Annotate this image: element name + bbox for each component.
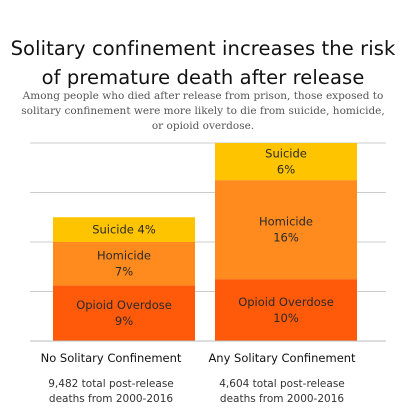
data-label-homicide: 16% <box>273 231 299 245</box>
category-note-line: 4,604 total post-release <box>219 378 345 390</box>
data-label-opioid-overdose: 10% <box>273 311 299 325</box>
bar-segment-homicide <box>215 180 357 280</box>
data-label-opioid-overdose: Opioid Overdose <box>76 298 172 312</box>
category-note-line: 9,482 total post-release <box>48 378 174 390</box>
chart-subtitle: Among people who died after release from… <box>21 90 385 132</box>
data-label-opioid-overdose: Opioid Overdose <box>238 295 334 309</box>
category-label-any-solitary: Any Solitary Confinement <box>208 351 356 365</box>
category-note-any-solitary: 4,604 total post-release deaths from 200… <box>197 377 367 407</box>
data-label-suicide: Suicide 4% <box>92 223 156 237</box>
category-label-no-solitary: No Solitary Confinement <box>40 351 182 365</box>
bar-segment-suicide <box>215 143 357 181</box>
chart-title: Solitary confinement increases the risk … <box>0 34 406 92</box>
data-label-homicide: 7% <box>115 265 133 279</box>
bar-segment-opioid-overdose <box>215 279 357 341</box>
category-note-line: deaths from 2000-2016 <box>219 393 345 405</box>
bar-segment-homicide <box>53 242 195 286</box>
category-note-no-solitary: 9,482 total post-release deaths from 200… <box>26 377 196 407</box>
chart-title-line-1: Solitary confinement increases the risk <box>10 37 396 60</box>
bar-segment-suicide <box>53 217 195 242</box>
data-label-homicide: Homicide <box>259 215 313 229</box>
chart-title-line-2: of premature death after release <box>41 66 365 89</box>
data-label-suicide: Suicide <box>265 147 307 161</box>
bar-segment-opioid-overdose <box>53 285 195 341</box>
data-label-homicide: Homicide <box>97 249 151 263</box>
category-note-line: deaths from 2000-2016 <box>48 393 174 405</box>
data-label-opioid-overdose: 9% <box>115 314 133 328</box>
data-label-suicide: 6% <box>277 163 295 177</box>
